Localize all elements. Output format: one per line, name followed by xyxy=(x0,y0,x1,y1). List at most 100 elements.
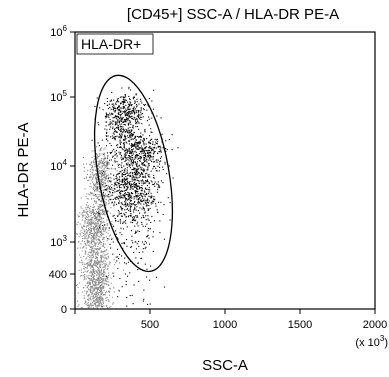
event-dot xyxy=(95,186,97,188)
event-dot xyxy=(157,165,159,167)
event-dot xyxy=(120,119,122,121)
event-dot xyxy=(101,179,103,181)
event-dot xyxy=(151,181,153,183)
event-dot xyxy=(120,205,122,207)
event-dot xyxy=(110,238,112,240)
event-dot xyxy=(105,264,107,266)
event-dot xyxy=(103,289,105,291)
event-dot xyxy=(131,133,133,135)
event-dot xyxy=(144,165,146,167)
event-dot xyxy=(99,192,101,194)
event-dot xyxy=(96,177,98,179)
event-dot xyxy=(133,209,135,211)
event-dot xyxy=(159,186,161,188)
event-dot xyxy=(121,175,123,177)
event-dot xyxy=(94,282,96,284)
event-dot xyxy=(130,136,132,138)
event-dot xyxy=(138,171,140,173)
event-dot xyxy=(112,189,114,191)
event-dot xyxy=(114,139,116,141)
event-dot xyxy=(90,241,92,243)
event-dot xyxy=(95,302,97,304)
event-dot xyxy=(85,219,87,221)
event-dot xyxy=(110,173,112,175)
event-dot xyxy=(148,163,150,165)
event-dot xyxy=(95,179,97,181)
event-dot xyxy=(111,194,113,196)
event-dot xyxy=(106,257,108,259)
event-dot xyxy=(152,236,154,238)
event-dot xyxy=(138,168,140,170)
gate-ellipse[interactable] xyxy=(81,69,185,277)
event-dot xyxy=(146,185,148,187)
event-dot xyxy=(95,265,97,267)
event-dot xyxy=(93,284,95,286)
event-dot xyxy=(119,133,121,135)
event-dot xyxy=(76,285,78,287)
event-dot xyxy=(160,149,162,151)
event-dot xyxy=(124,94,126,96)
event-dot xyxy=(110,180,112,182)
event-dot xyxy=(145,219,147,221)
event-dot xyxy=(97,272,99,274)
event-dot xyxy=(151,149,153,151)
event-dot xyxy=(97,230,99,232)
event-dot xyxy=(132,216,134,218)
event-dot xyxy=(88,228,90,230)
event-dot xyxy=(122,149,124,151)
event-dot xyxy=(96,275,98,277)
event-dot xyxy=(131,126,133,128)
event-dot xyxy=(104,230,106,232)
event-dot xyxy=(96,156,98,158)
event-dot xyxy=(136,196,138,198)
event-dot xyxy=(124,178,126,180)
event-dot xyxy=(83,167,85,169)
event-dot xyxy=(130,195,132,197)
event-dot xyxy=(145,194,147,196)
event-dot xyxy=(136,104,138,106)
event-dot xyxy=(109,287,111,289)
event-dot xyxy=(108,177,110,179)
event-dot xyxy=(105,291,107,293)
event-dot xyxy=(96,289,98,291)
event-dot xyxy=(127,198,129,200)
event-dot xyxy=(142,151,144,153)
event-dot xyxy=(154,181,156,183)
event-dot xyxy=(152,177,154,179)
event-dot xyxy=(104,294,106,296)
event-dot xyxy=(92,269,94,271)
event-dot xyxy=(103,230,105,232)
event-dot xyxy=(135,257,137,259)
event-dot xyxy=(89,290,91,292)
event-dot xyxy=(94,158,96,160)
event-dot xyxy=(126,179,128,181)
event-dot xyxy=(126,130,128,132)
event-dot xyxy=(155,170,157,172)
event-dot xyxy=(130,213,132,215)
event-dot xyxy=(108,294,110,296)
event-dot xyxy=(140,200,142,202)
event-dot xyxy=(101,291,103,293)
event-dot xyxy=(87,216,89,218)
event-dot xyxy=(108,186,110,188)
event-dot xyxy=(90,275,92,277)
event-dot xyxy=(140,199,142,201)
event-dot xyxy=(101,227,103,229)
event-dot xyxy=(133,110,135,112)
event-dot xyxy=(103,245,105,247)
event-dot xyxy=(106,138,108,140)
event-dot xyxy=(134,136,136,138)
event-dot xyxy=(95,261,97,263)
event-dot xyxy=(159,151,161,153)
event-dot xyxy=(100,148,102,150)
event-dot xyxy=(126,152,128,154)
event-dot xyxy=(126,115,128,117)
event-dot xyxy=(136,206,138,208)
event-dot xyxy=(84,263,86,265)
event-dot xyxy=(108,227,110,229)
event-dot xyxy=(138,103,140,105)
event-dot xyxy=(133,118,135,120)
event-dot xyxy=(134,156,136,158)
event-dot xyxy=(138,116,140,118)
event-dot xyxy=(123,180,125,182)
